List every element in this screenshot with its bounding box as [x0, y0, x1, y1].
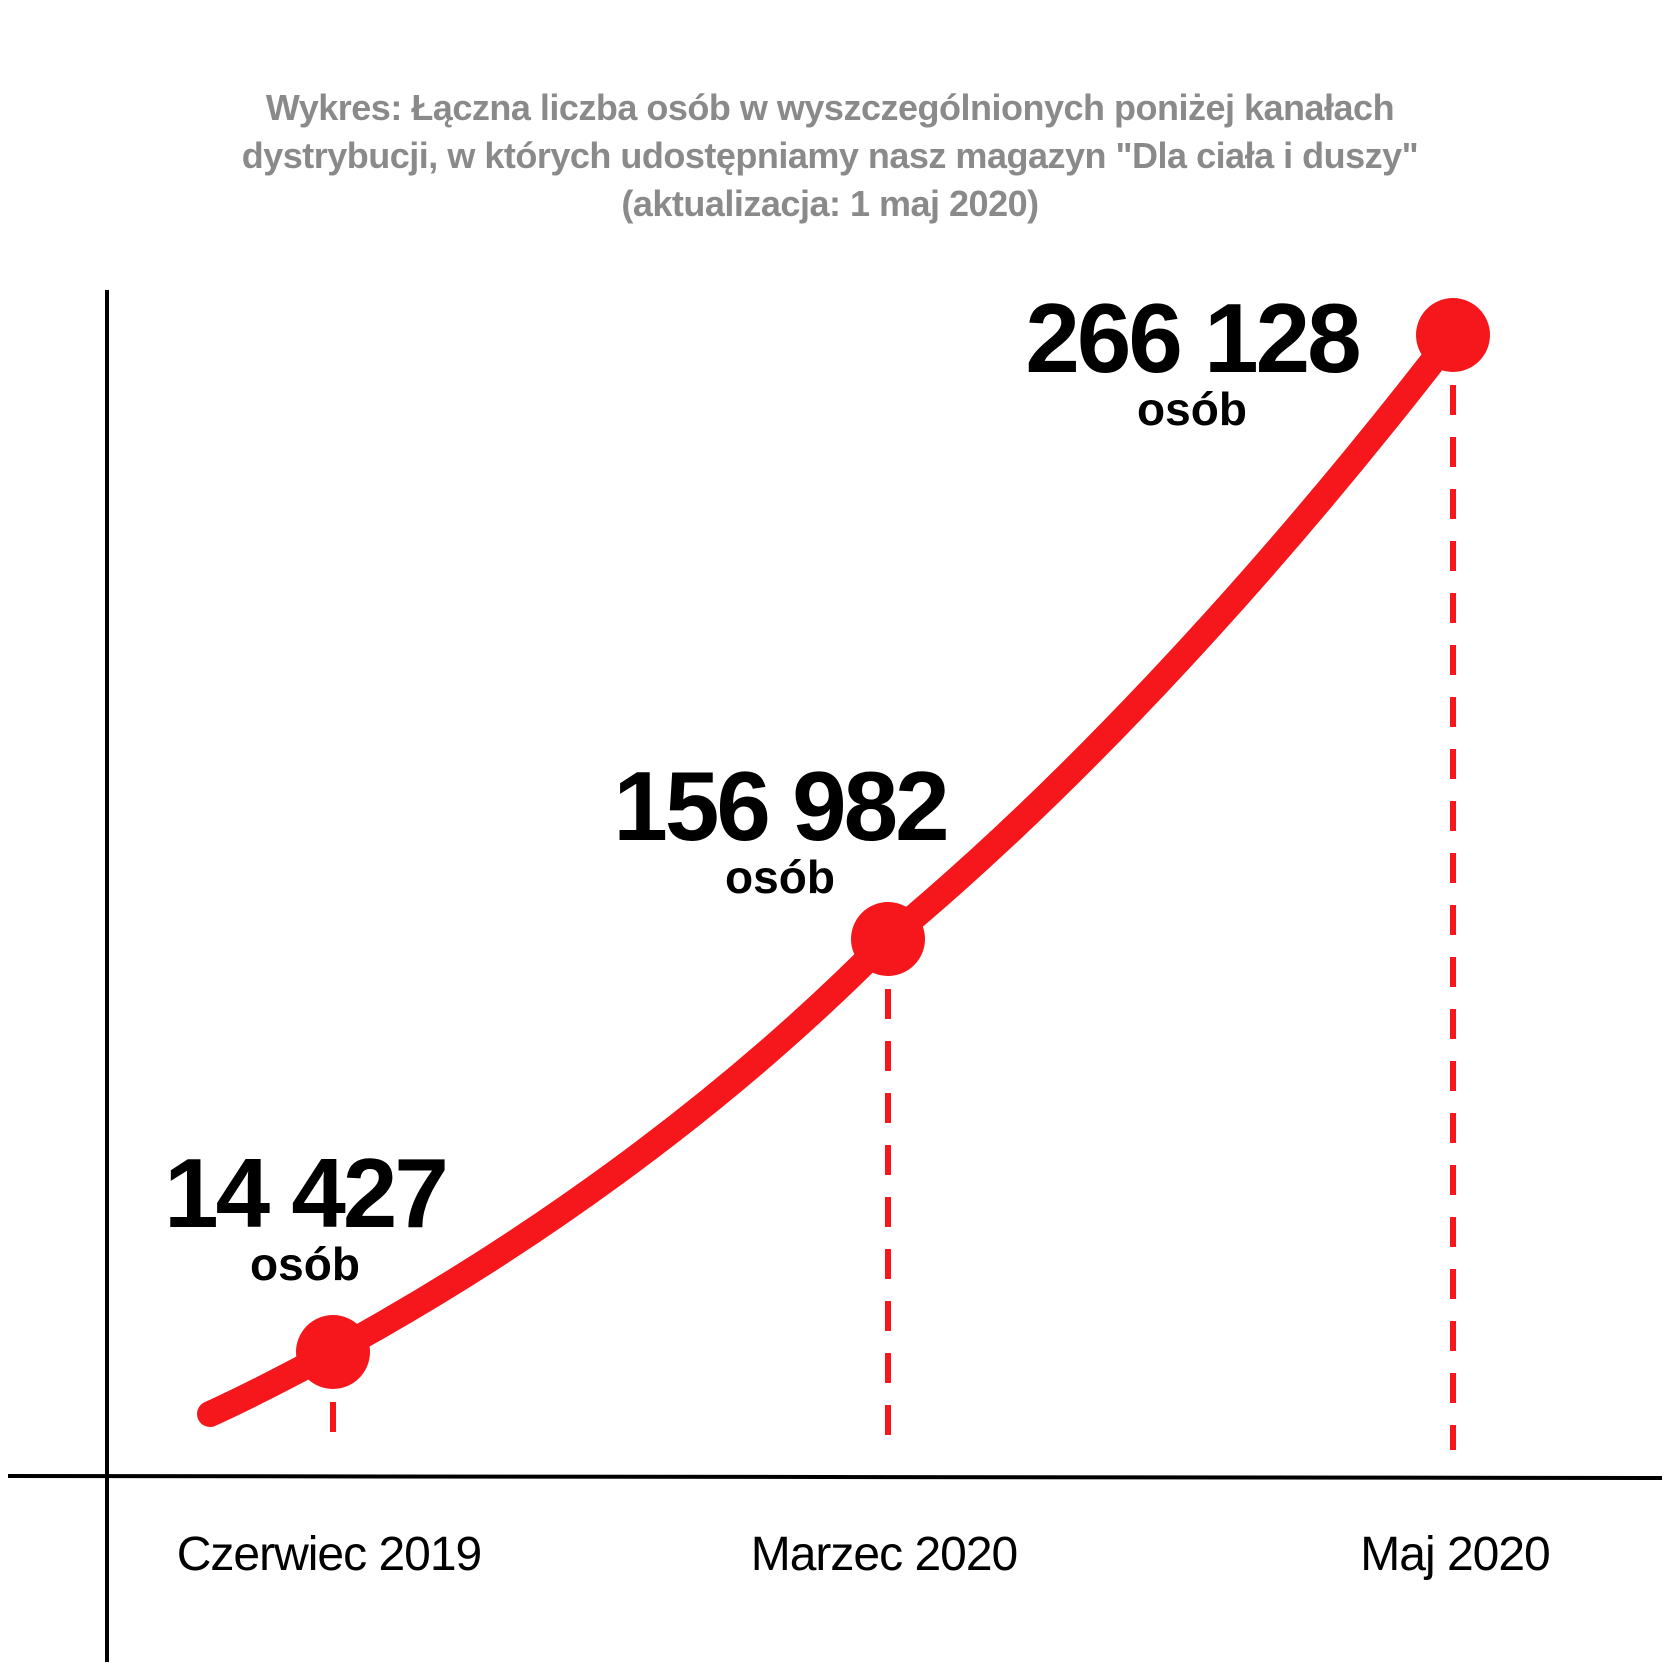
unit-label-3: osób — [1137, 383, 1247, 435]
x-axis-line — [7, 1474, 1663, 1480]
x-tick-label-2: Marzec 2020 — [751, 1528, 1017, 1581]
value-label-1: 14 427 — [164, 1138, 446, 1248]
chart-title: Wykres: Łączna liczba osób w wyszczególn… — [241, 87, 1419, 224]
data-point-1 — [296, 1315, 370, 1389]
data-point-3 — [1416, 298, 1490, 372]
unit-label-1: osób — [250, 1238, 360, 1290]
data-point-2 — [851, 902, 925, 976]
unit-label-2: osób — [725, 851, 835, 903]
x-tick-label-1: Czerwiec 2019 — [177, 1528, 481, 1581]
value-label-2: 156 982 — [613, 751, 946, 861]
x-tick-label-3: Maj 2020 — [1360, 1528, 1549, 1581]
value-label-3: 266 128 — [1025, 283, 1359, 393]
